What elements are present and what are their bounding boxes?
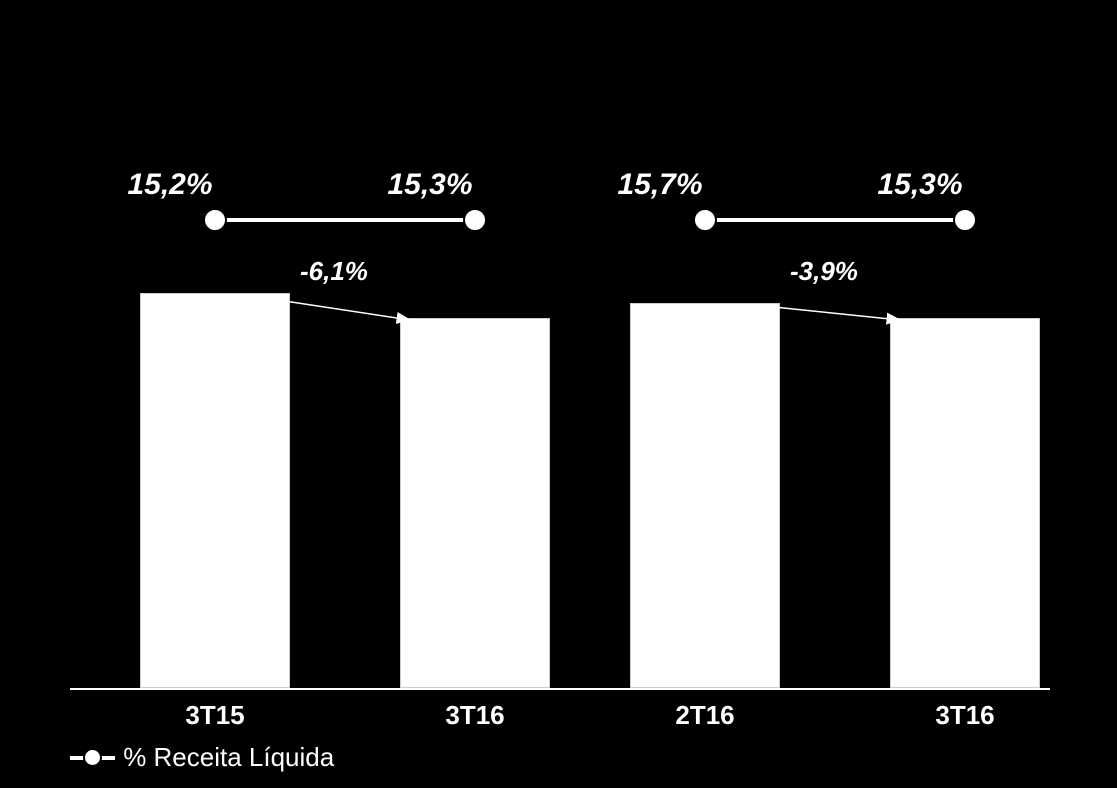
panel-left: 15,2% 15,3% -6,1% 3T15 3T16: [70, 190, 560, 690]
cat-label-3t16-right: 3T16: [935, 700, 994, 731]
legend-dot-icon: [83, 748, 102, 767]
legend-label: % Receita Líquida: [123, 742, 334, 773]
change-arrow-left: [70, 190, 560, 690]
cat-label-2t16: 2T16: [675, 700, 734, 731]
legend-marker-icon: [70, 748, 115, 767]
legend: % Receita Líquida: [70, 742, 334, 773]
panel-right: 15,7% 15,3% -3,9% 2T16 3T16: [560, 190, 1050, 690]
chart-container: 15,2% 15,3% -6,1% 3T15 3T16 15,7% 15,3% …: [0, 0, 1117, 788]
cat-label-3t16-left: 3T16: [445, 700, 504, 731]
change-arrow-right: [560, 190, 1050, 690]
cat-label-3t15: 3T15: [185, 700, 244, 731]
